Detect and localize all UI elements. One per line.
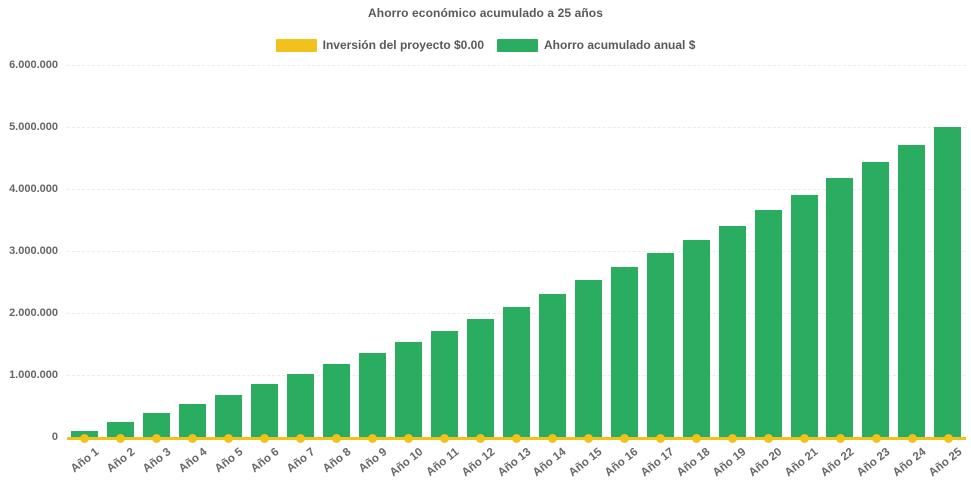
bar-ano-14[interactable] (538, 293, 566, 440)
line-marker-ano-2[interactable] (116, 433, 126, 443)
bar-ano-24[interactable] (898, 144, 926, 440)
line-marker-ano-13[interactable] (512, 433, 521, 443)
line-marker-ano-8[interactable] (332, 433, 342, 443)
line-marker-ano-18[interactable] (691, 433, 701, 443)
gridline (67, 65, 966, 66)
legend-swatch-inversion (275, 38, 317, 52)
line-marker-ano-20[interactable] (763, 433, 773, 443)
line-marker-ano-1[interactable] (80, 433, 90, 443)
line-marker-ano-22[interactable] (835, 433, 845, 443)
line-marker-ano-14[interactable] (547, 433, 557, 443)
bar-series (67, 0, 966, 440)
line-marker-ano-7[interactable] (296, 433, 306, 443)
legend-label-inversion: Inversión del proyecto $0.00 (322, 38, 485, 52)
bar-ano-15[interactable] (574, 280, 602, 440)
y-axis-tick-label: 3.000.000 (9, 244, 58, 257)
y-axis-tick-label: 4.000.000 (9, 182, 58, 195)
legend-item-ahorro[interactable]: Ahorro acumulado anual $ (497, 38, 695, 52)
y-axis-tick-label: 1.000.000 (9, 368, 58, 381)
chart-title: Ahorro económico acumulado a 25 años (368, 6, 603, 20)
line-marker-ano-19[interactable] (727, 433, 737, 443)
legend-swatch-ahorro (497, 38, 539, 52)
bar-ano-21[interactable] (790, 194, 818, 440)
y-axis-tick-label: 6.000.000 (9, 58, 58, 71)
bar-ano-22[interactable] (826, 178, 854, 440)
line-marker-ano-5[interactable] (224, 433, 234, 443)
line-marker-ano-6[interactable] (260, 433, 270, 443)
bar-ano-12[interactable] (466, 319, 494, 440)
legend: Inversión del proyecto $0.00 Ahorro acum… (0, 38, 971, 52)
line-marker-ano-25[interactable] (943, 433, 953, 443)
line-marker-ano-16[interactable] (619, 433, 629, 443)
y-axis-tick-label: 5.000.000 (9, 120, 58, 133)
bar-ano-23[interactable] (862, 162, 890, 440)
bar-ano-11[interactable] (431, 330, 458, 440)
line-marker-ano-21[interactable] (799, 433, 809, 443)
gridline (67, 189, 966, 190)
bar-ano-5[interactable] (215, 394, 243, 440)
legend-item-inversion[interactable]: Inversión del proyecto $0.00 (275, 38, 485, 52)
line-marker-ano-3[interactable] (152, 433, 162, 443)
bar-ano-19[interactable] (718, 225, 746, 440)
bar-ano-18[interactable] (682, 239, 710, 440)
line-marker-ano-15[interactable] (583, 433, 593, 443)
line-marker-ano-23[interactable] (871, 433, 881, 443)
y-axis-tick-label: 0 (51, 430, 58, 443)
legend-label-ahorro: Ahorro acumulado anual $ (544, 38, 696, 52)
line-marker-ano-24[interactable] (907, 433, 917, 443)
bar-ano-10[interactable] (395, 342, 423, 440)
line-marker-ano-11[interactable] (440, 433, 450, 443)
line-marker-ano-12[interactable] (476, 433, 486, 443)
line-marker-ano-4[interactable] (188, 433, 198, 443)
y-axis-tick-label: 2.000.000 (9, 306, 58, 319)
bar-ano-17[interactable] (646, 252, 674, 440)
line-marker-ano-17[interactable] (655, 433, 665, 443)
gridline (67, 251, 966, 252)
bar-ano-6[interactable] (251, 384, 279, 440)
bar-ano-16[interactable] (610, 267, 638, 440)
bar-ano-7[interactable] (287, 374, 315, 440)
line-marker-ano-10[interactable] (404, 433, 414, 443)
bar-ano-13[interactable] (502, 306, 530, 440)
line-marker-ano-9[interactable] (368, 433, 378, 443)
bar-ano-25[interactable] (934, 126, 962, 440)
bar-ano-20[interactable] (754, 210, 782, 440)
bar-ano-8[interactable] (323, 363, 351, 440)
gridline (67, 127, 966, 128)
bar-ano-9[interactable] (359, 353, 387, 440)
bar-ano-2[interactable] (107, 422, 135, 440)
